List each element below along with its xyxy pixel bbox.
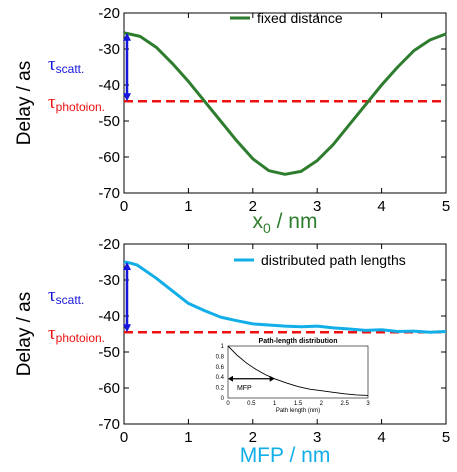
legend-label: distributed path lengths — [261, 252, 406, 268]
x-tick-label: 5 — [442, 198, 450, 215]
tau-scatt-label: τscatt. — [48, 54, 84, 76]
arrow-head-up — [123, 262, 131, 270]
y-tick-label: -30 — [98, 272, 120, 289]
x-tick-label: 4 — [377, 198, 385, 215]
inset-y-tick-label: 1 — [221, 344, 225, 350]
panel-top: -20 -30 -40 -50 -60 -700 1 2 3 4 5 Delay / as x0 / n… — [14, 5, 450, 236]
y-tick-label: -30 — [98, 41, 120, 58]
legend-label: fixed distance — [257, 10, 343, 26]
inset-y-tick-label: 0.6 — [216, 365, 225, 371]
x-tick-label: 2 — [249, 429, 257, 446]
inset-x-tick-label: 1 — [273, 401, 277, 407]
y-axis-label: Delay / as — [14, 292, 35, 376]
inset-x-tick-label: 2 — [320, 401, 324, 407]
inset-y-tick-label: 0.8 — [216, 354, 225, 360]
y-tick-label: -60 — [98, 380, 120, 397]
inset-mfp-label: MFP — [237, 385, 252, 392]
inset-x-tick-label: 3 — [366, 401, 370, 407]
inset-frame — [227, 345, 369, 399]
y-tick-label: -40 — [98, 77, 120, 94]
y-tick-label: -50 — [98, 344, 120, 361]
x-tick-label: 4 — [377, 429, 385, 446]
inset-y-tick-label: 0.4 — [216, 375, 225, 381]
y-tick-label: -20 — [98, 5, 120, 22]
arrow-head-down — [123, 93, 131, 102]
inset-curve — [227, 345, 369, 396]
y-tick-label: -70 — [98, 185, 120, 202]
arrow-head-up — [123, 32, 131, 41]
inset-x-axis-label: Path length (nm) — [276, 408, 320, 414]
y-tick-label: -50 — [98, 113, 120, 130]
series-line — [123, 31, 447, 176]
x-axis-label: MFP / nm — [240, 444, 331, 467]
inset-x-tick-label: 1.5 — [294, 401, 303, 407]
inset-x-tick-label: 0.5 — [247, 401, 256, 407]
tau-scatt-label: τscatt. — [48, 285, 84, 307]
inset-title: Path-length distribution — [259, 338, 338, 345]
x-tick-label: 0 — [120, 429, 128, 446]
x-tick-label: 3 — [313, 198, 321, 215]
inset-arrow-head-right — [269, 375, 275, 382]
inset-arrow-head-left — [228, 375, 233, 382]
tau-photoion-label: τphotoion. — [48, 92, 105, 114]
series-line — [123, 260, 447, 334]
x-tick-label: 5 — [442, 429, 450, 446]
x-tick-label: 3 — [313, 429, 321, 446]
x-tick-label: 2 — [249, 198, 257, 215]
x-tick-label: 1 — [184, 198, 192, 215]
y-tick-label: -70 — [98, 416, 120, 433]
arrow-head-down — [123, 324, 131, 333]
y-tick-label: -60 — [98, 149, 120, 166]
inset-chart: Path-length distribution 0 0.2 0.4 0.6 0.8 1 0 0… — [198, 334, 378, 416]
y-tick-label: -20 — [98, 236, 120, 253]
y-tick-label: -40 — [98, 308, 120, 325]
y-axis-label: Delay / as — [14, 61, 35, 145]
plot-frame — [123, 12, 447, 194]
inset-x-tick-label: 2.5 — [340, 401, 349, 407]
inset-y-tick-label: 0 — [221, 396, 225, 402]
x-tick-label: 0 — [120, 198, 128, 215]
x-tick-label: 1 — [184, 429, 192, 446]
inset-y-tick-label: 0.2 — [216, 386, 225, 392]
x-axis-label: x0 / nm — [253, 210, 318, 236]
tau-photoion-label: τphotoion. — [48, 323, 105, 345]
plot-frame — [123, 243, 447, 425]
inset-x-tick-label: 0 — [226, 401, 230, 407]
